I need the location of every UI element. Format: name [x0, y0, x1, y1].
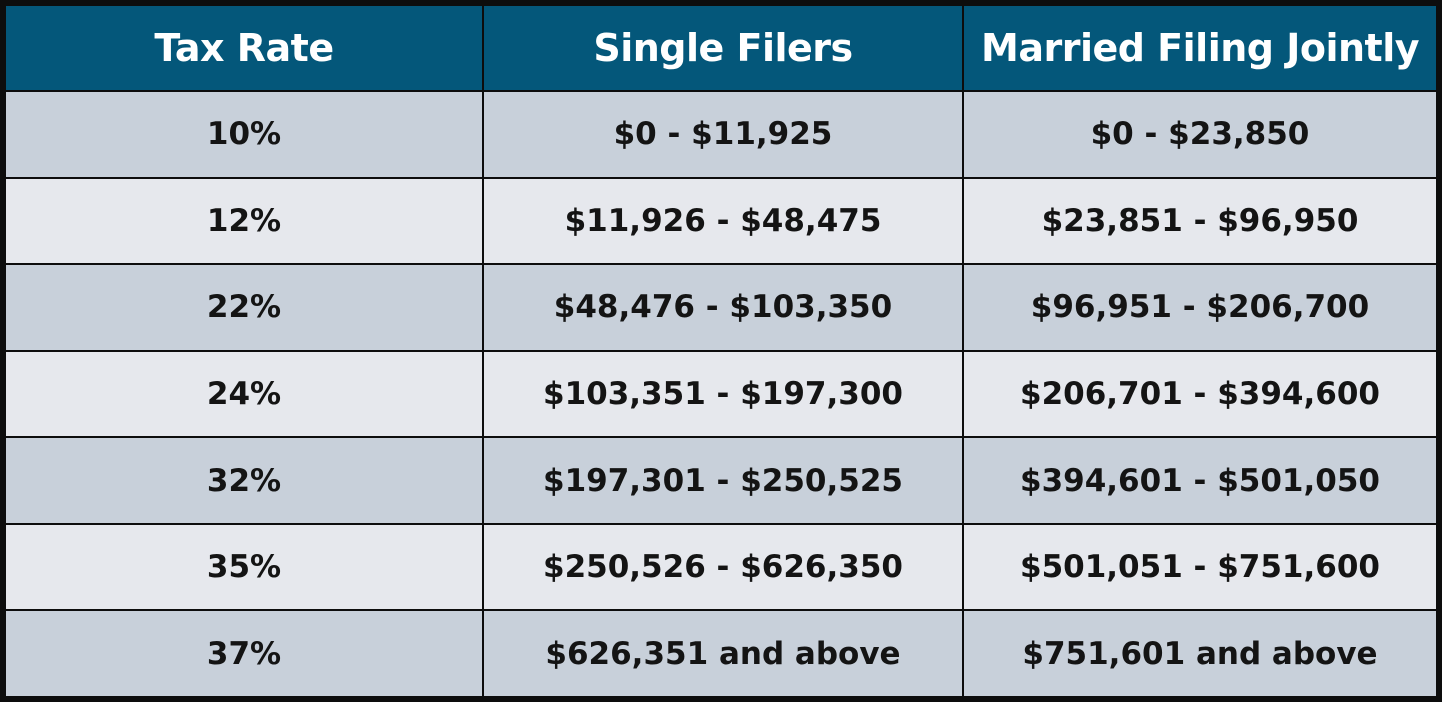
header-single-filers: Single Filers — [482, 4, 964, 92]
tax-rate-cell: 35% — [4, 522, 484, 612]
header-tax-rate: Tax Rate — [4, 4, 484, 92]
single-filers-cell: $48,476 - $103,350 — [482, 263, 964, 352]
tax-bracket-table: Tax Rate Single Filers Married Filing Jo… — [4, 4, 1438, 698]
table-row: 22% $48,476 - $103,350 $96,951 - $206,70… — [4, 263, 1438, 352]
single-filers-cell: $197,301 - $250,525 — [482, 436, 964, 525]
tax-rate-cell: 24% — [4, 349, 484, 439]
married-filing-jointly-cell: $96,951 - $206,700 — [962, 263, 1438, 352]
header-married-filing-jointly: Married Filing Jointly — [962, 4, 1438, 92]
table-row: 10% $0 - $11,925 $0 - $23,850 — [4, 90, 1438, 179]
single-filers-cell: $11,926 - $48,475 — [482, 176, 964, 266]
tax-rate-cell: 10% — [4, 90, 484, 179]
married-filing-jointly-cell: $0 - $23,850 — [962, 90, 1438, 179]
married-filing-jointly-cell: $394,601 - $501,050 — [962, 436, 1438, 525]
tax-rate-cell: 32% — [4, 436, 484, 525]
table-row: 12% $11,926 - $48,475 $23,851 - $96,950 — [4, 176, 1438, 266]
single-filers-cell: $103,351 - $197,300 — [482, 349, 964, 439]
married-filing-jointly-cell: $751,601 and above — [962, 609, 1438, 698]
married-filing-jointly-cell: $501,051 - $751,600 — [962, 522, 1438, 612]
married-filing-jointly-cell: $23,851 - $96,950 — [962, 176, 1438, 266]
single-filers-cell: $626,351 and above — [482, 609, 964, 698]
tax-rate-cell: 22% — [4, 263, 484, 352]
single-filers-cell: $0 - $11,925 — [482, 90, 964, 179]
header-row: Tax Rate Single Filers Married Filing Jo… — [4, 4, 1438, 92]
table-row: 24% $103,351 - $197,300 $206,701 - $394,… — [4, 349, 1438, 439]
married-filing-jointly-cell: $206,701 - $394,600 — [962, 349, 1438, 439]
single-filers-cell: $250,526 - $626,350 — [482, 522, 964, 612]
tax-rate-cell: 12% — [4, 176, 484, 266]
table-row: 35% $250,526 - $626,350 $501,051 - $751,… — [4, 522, 1438, 612]
tax-rate-cell: 37% — [4, 609, 484, 698]
table-row: 32% $197,301 - $250,525 $394,601 - $501,… — [4, 436, 1438, 525]
table-row: 37% $626,351 and above $751,601 and abov… — [4, 609, 1438, 698]
